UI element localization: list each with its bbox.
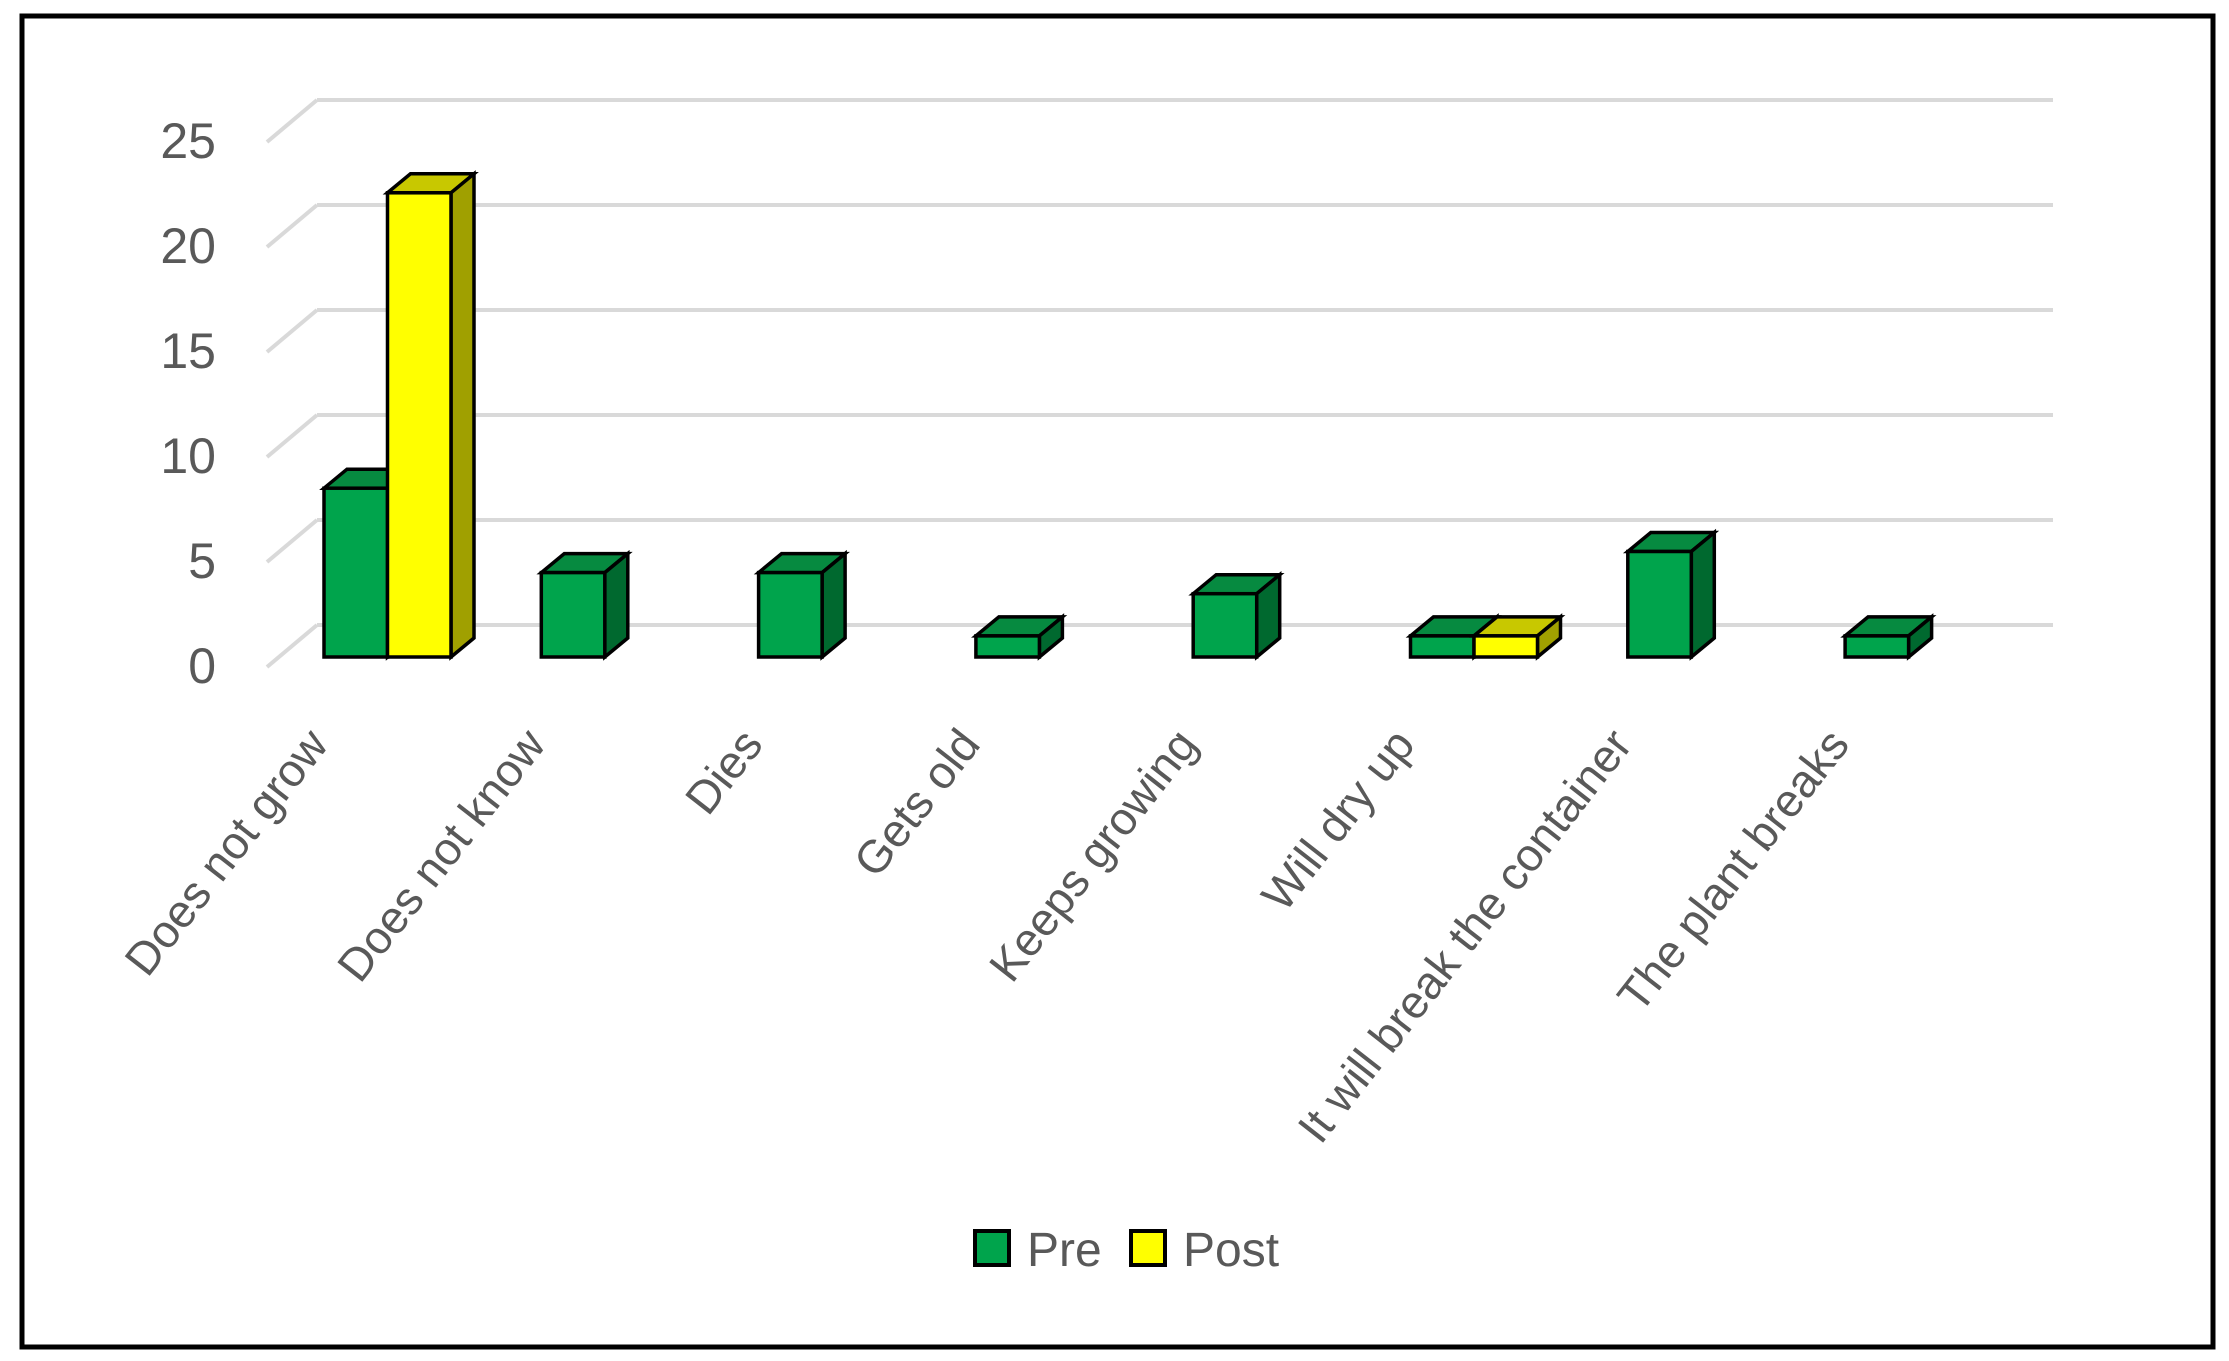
bar-pre-the-plant-breaks <box>1840 613 1937 661</box>
bar-group-dies <box>753 549 850 661</box>
bar-front-face <box>756 570 824 659</box>
bar-front-face <box>539 570 607 659</box>
bar-side-face <box>1689 528 1717 661</box>
bar-group-does-not-grow <box>319 170 479 661</box>
y-axis-tick <box>265 413 319 459</box>
y-axis-tick-label: 10 <box>160 428 216 484</box>
y-axis-tick-label: 0 <box>188 638 216 694</box>
y-axis-tick <box>265 203 319 249</box>
y-axis-tick-label: 20 <box>160 218 216 274</box>
bar-front-face <box>1191 591 1259 659</box>
bars <box>319 170 1937 661</box>
bar-group-the-plant-breaks <box>1840 613 1937 661</box>
bar-pre-keeps-growing <box>1188 570 1285 661</box>
bar-group-it-will-break-the-container <box>1622 528 1720 661</box>
bar-front-face <box>1626 549 1694 659</box>
bar-front-face <box>385 191 453 659</box>
bar-pre-dies <box>753 549 850 661</box>
legend: Pre Post <box>973 1224 1279 1277</box>
y-axis-tick-label: 15 <box>160 323 216 379</box>
legend-swatch-pre <box>973 1229 1011 1267</box>
bar-side-face <box>449 170 476 661</box>
y-axis-tick <box>265 518 319 564</box>
legend-label: Post <box>1183 1224 1279 1277</box>
bar-front-face <box>1843 634 1911 659</box>
bar-group-will-dry-up <box>1405 613 1566 661</box>
legend-label: Pre <box>1027 1224 1102 1277</box>
bar-group-keeps-growing <box>1188 570 1285 661</box>
bar-front-face <box>974 634 1042 659</box>
bar-post-does-not-grow <box>382 170 479 661</box>
legend-item-post: Post <box>1129 1224 1279 1277</box>
bar-post-will-dry-up <box>1469 613 1566 661</box>
bar-pre-gets-old <box>971 613 1068 661</box>
y-axis-tick <box>265 623 319 669</box>
bar-front-face <box>322 486 390 659</box>
bar-front-face <box>1408 634 1476 659</box>
bar-side-face <box>820 549 847 661</box>
bar-pre-it-will-break-the-container <box>1622 528 1720 661</box>
y-axis-tick-label: 5 <box>188 533 216 589</box>
y-axis-tick <box>265 98 319 144</box>
bar-front-face <box>1472 634 1540 659</box>
y-axis-labels: 0 5 10 15 20 25 <box>160 113 216 694</box>
legend-swatch-post <box>1129 1229 1167 1267</box>
legend-item-pre: Pre <box>973 1224 1102 1277</box>
bar-side-face <box>603 549 630 661</box>
bar-group-does-not-know <box>536 549 633 661</box>
figure-border <box>19 13 2216 1350</box>
y-axis-tick <box>265 308 319 354</box>
bar-group-gets-old <box>971 613 1068 661</box>
y-axis-tick-label: 25 <box>160 113 216 169</box>
bar-pre-does-not-know <box>536 549 633 661</box>
